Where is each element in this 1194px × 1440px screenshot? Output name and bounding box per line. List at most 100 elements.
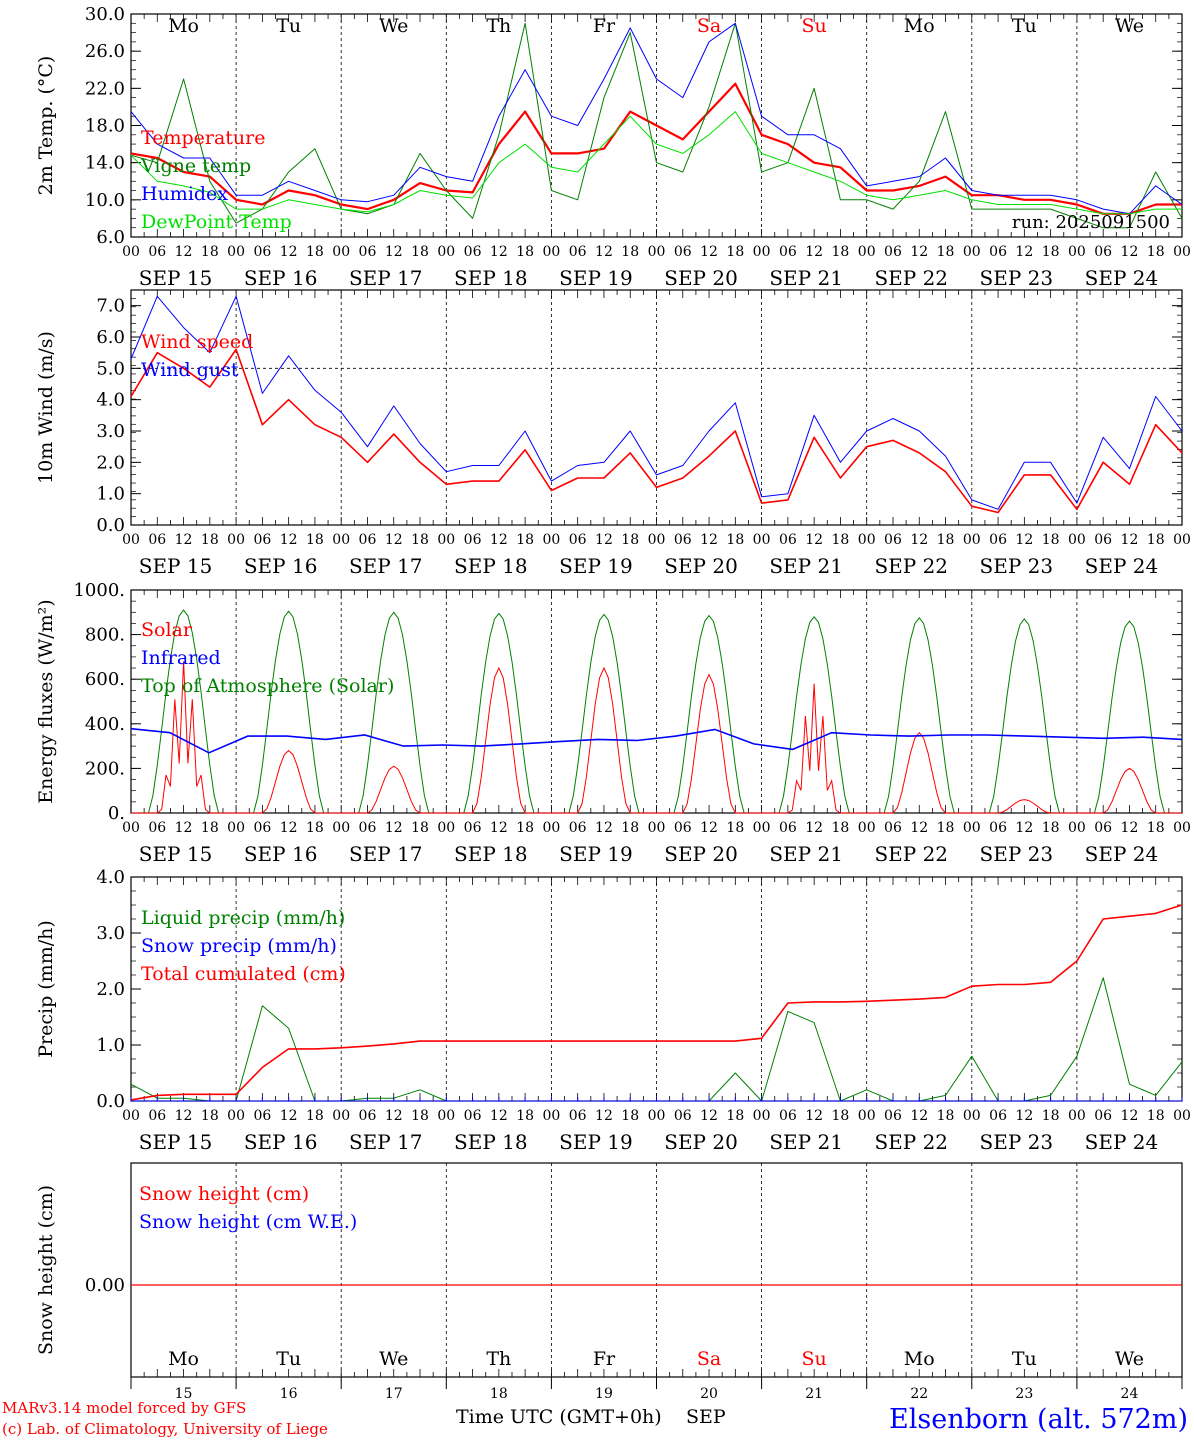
- hour-label: 18: [306, 1108, 324, 1124]
- hour-label: 18: [937, 244, 955, 260]
- hour-label: 06: [989, 532, 1007, 548]
- hour-label: 12: [1121, 532, 1139, 548]
- series-total-cumulated-cm: [130, 904, 1183, 1101]
- hour-label: 12: [1015, 820, 1033, 836]
- series-infrared: [130, 727, 1183, 754]
- hour-label: 00: [437, 1108, 455, 1124]
- hour-label: 00: [1068, 820, 1086, 836]
- hour-label: 06: [989, 820, 1007, 836]
- date-label: SEP 24: [1085, 554, 1159, 578]
- legend-entry: Infrared: [141, 647, 221, 669]
- y-tick-label: 6.0: [96, 327, 125, 348]
- hour-label: 18: [726, 244, 744, 260]
- legend-entry: Wind speed: [141, 331, 253, 353]
- hour-label: 18: [1147, 820, 1165, 836]
- meteogram-panels: 6.0 10.0 14.0 18.0 22.0 26.0 30.0 2m Temp. (°C)…: [35, 4, 1191, 1402]
- day-number-label: 17: [385, 1386, 403, 1402]
- hour-label: 00: [963, 532, 981, 548]
- hour-label: 12: [490, 820, 508, 836]
- hour-label: 06: [148, 1108, 166, 1124]
- y-tick-label: 600.: [85, 669, 125, 690]
- hour-label: 06: [359, 820, 377, 836]
- hour-label: 12: [280, 1108, 298, 1124]
- hour-label: 18: [726, 532, 744, 548]
- legend-entry: Snow height (cm): [139, 1183, 309, 1205]
- date-label: SEP 21: [769, 266, 843, 290]
- y-tick-label: 3.0: [96, 923, 125, 944]
- hour-label: 12: [1015, 532, 1033, 548]
- y-tick-label: 2.0: [96, 452, 125, 473]
- hour-label: 00: [753, 1108, 771, 1124]
- panel-5: 0.00 Snow height (cm) Mo 15 Tu 16 We 17 Th 18 Fr 19…: [35, 1162, 1183, 1402]
- hour-label: 06: [464, 532, 482, 548]
- weekday-label: Mo: [168, 15, 199, 37]
- y-tick-label: 200.: [85, 758, 125, 779]
- hour-label: 06: [464, 1108, 482, 1124]
- hour-label: 18: [516, 820, 534, 836]
- y-axis-label: Snow height (cm): [35, 1185, 57, 1355]
- hour-label: 06: [569, 244, 587, 260]
- y-tick-label: 0.: [108, 803, 125, 824]
- hour-label: 18: [516, 532, 534, 548]
- hour-label: 18: [832, 820, 850, 836]
- hour-label: 18: [516, 1108, 534, 1124]
- y-tick-label: 1000.: [73, 580, 125, 601]
- hour-label: 06: [359, 1108, 377, 1124]
- weekday-label: Fr: [593, 15, 616, 37]
- date-label: SEP 15: [139, 842, 213, 866]
- hour-label: 00: [227, 244, 245, 260]
- hour-label: 00: [648, 820, 666, 836]
- hour-label: 18: [1042, 244, 1060, 260]
- hour-label: 00: [227, 820, 245, 836]
- y-axis-label: 10m Wind (m/s): [35, 331, 57, 484]
- series-vigne-temp: [130, 22, 1183, 229]
- y-tick-label: 22.0: [85, 78, 125, 99]
- x-axis-month: SEP: [686, 1406, 726, 1428]
- hour-label: 18: [937, 820, 955, 836]
- hour-label: 00: [332, 244, 350, 260]
- date-label: SEP 22: [874, 1130, 948, 1154]
- hour-label: 12: [1015, 1108, 1033, 1124]
- panel-3: 0. 200. 400. 600. 800. 1000. Energy fluxes (W/…: [35, 580, 1191, 866]
- hour-label: 06: [359, 244, 377, 260]
- hour-label: 00: [332, 1108, 350, 1124]
- footer: MARv3.14 model forced by GFS (c) Lab. of…: [2, 1399, 1188, 1438]
- date-label: SEP 15: [139, 266, 213, 290]
- hour-label: 06: [1094, 532, 1112, 548]
- hour-label: 00: [1068, 244, 1086, 260]
- y-tick-label: 14.0: [85, 153, 125, 174]
- weekday-label: Mo: [904, 1348, 935, 1370]
- date-label: SEP 20: [664, 842, 738, 866]
- date-label: SEP 23: [980, 554, 1054, 578]
- hour-label: 18: [411, 1108, 429, 1124]
- panel-1: 6.0 10.0 14.0 18.0 22.0 26.0 30.0 2m Temp. (°C)…: [35, 4, 1191, 290]
- hour-label: 00: [858, 532, 876, 548]
- date-label: SEP 24: [1085, 266, 1159, 290]
- date-label: SEP 17: [349, 266, 423, 290]
- hour-label: 06: [253, 820, 271, 836]
- x-axis-title: Time UTC (GMT+0h): [456, 1406, 662, 1428]
- hour-label: 18: [306, 820, 324, 836]
- hour-label: 18: [937, 532, 955, 548]
- hour-label: 12: [595, 244, 613, 260]
- series-wind-speed: [130, 348, 1183, 514]
- date-label: SEP 21: [769, 554, 843, 578]
- hour-label: 18: [1147, 244, 1165, 260]
- hour-label: 06: [779, 1108, 797, 1124]
- weekday-label: Tu: [276, 15, 301, 37]
- hour-label: 18: [306, 244, 324, 260]
- hour-label: 00: [1173, 1108, 1191, 1124]
- weekday-label: Mo: [904, 15, 935, 37]
- hour-label: 12: [805, 820, 823, 836]
- hour-label: 06: [148, 244, 166, 260]
- hour-label: 12: [805, 532, 823, 548]
- hour-label: 06: [569, 1108, 587, 1124]
- hour-label: 00: [753, 244, 771, 260]
- hour-label: 12: [1121, 820, 1139, 836]
- legend-entry: Snow height (cm W.E.): [139, 1211, 357, 1233]
- hour-label: 12: [910, 820, 928, 836]
- hour-label: 00: [648, 1108, 666, 1124]
- weekday-label: Sa: [697, 15, 721, 37]
- hour-label: 06: [148, 532, 166, 548]
- legend-entry: Top of Atmosphere (Solar): [141, 675, 394, 697]
